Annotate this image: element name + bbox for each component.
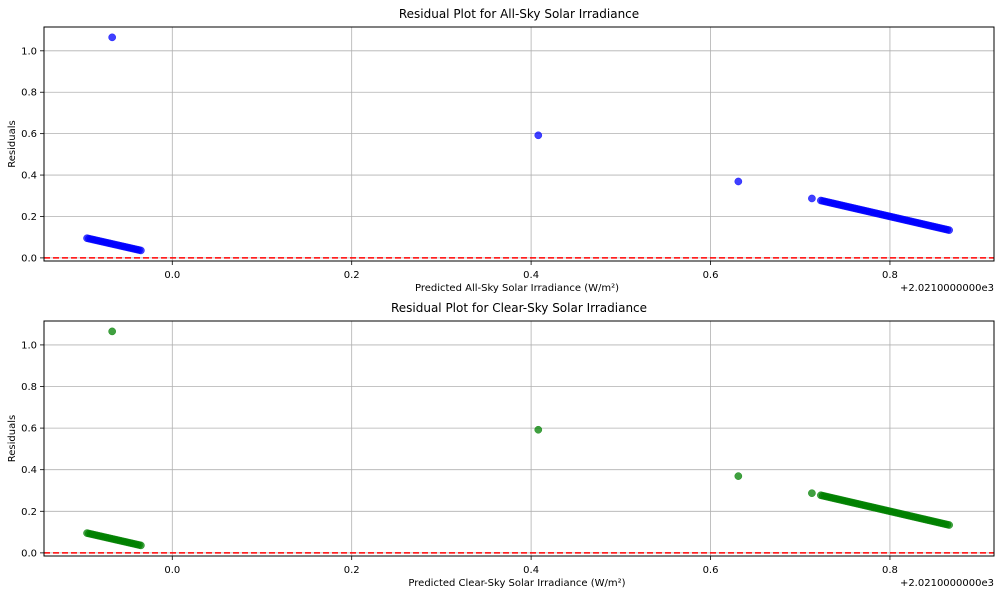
- y-tick-label: 0.8: [21, 88, 37, 99]
- y-axis-label: Residuals: [7, 415, 18, 462]
- y-tick-label: 0.0: [21, 253, 37, 264]
- y-tick-label: 0.4: [21, 465, 37, 476]
- subplot-2: 0.0 0.2 0.4 0.6 0.8 0.0 0.2 0.4 0.6 0.8 1.0 Residua…: [7, 301, 995, 589]
- x-tick-label: 0.2: [344, 565, 360, 576]
- y-tick-label: 0.2: [21, 212, 37, 223]
- chart-title: Residual Plot for All-Sky Solar Irradian…: [399, 7, 639, 21]
- data-point: [945, 521, 953, 529]
- x-offset-label: +2.0210000000e3: [900, 283, 994, 294]
- x-tick-label: 0.6: [703, 270, 719, 281]
- x-tick-label: 0.0: [164, 270, 180, 281]
- data-point: [137, 246, 145, 255]
- x-axis-label: Predicted Clear-Sky Solar Irradiance (W/…: [408, 578, 625, 589]
- data-point: [808, 194, 816, 203]
- subplot-1: 0.0 0.2 0.4 0.6 0.8 0.0 0.2 0.4 0.6 0.8 1.0 Residua…: [7, 7, 995, 294]
- axes-frame: [43, 320, 995, 557]
- data-point: [108, 327, 117, 336]
- y-tick-label: 0.6: [21, 129, 37, 140]
- x-tick-label: 0.8: [882, 270, 898, 281]
- y-tick-label: 0.6: [21, 424, 37, 435]
- data-point: [534, 425, 543, 434]
- y-tick-label: 0.0: [21, 548, 37, 559]
- data-point: [808, 489, 816, 498]
- chart-title: Residual Plot for Clear-Sky Solar Irradi…: [391, 301, 647, 315]
- x-tick-label: 0.0: [164, 565, 180, 576]
- data-point: [734, 177, 743, 186]
- x-tick-label: 0.4: [523, 270, 539, 281]
- y-tick-label: 0.8: [21, 382, 37, 393]
- x-offset-label: +2.0210000000e3: [900, 578, 994, 589]
- data-point: [734, 472, 743, 480]
- data-point: [108, 33, 117, 42]
- axes-frame: [43, 26, 995, 262]
- y-tick-label: 0.2: [21, 507, 37, 518]
- x-tick-label: 0.8: [882, 565, 898, 576]
- y-tick-label: 1.0: [21, 46, 37, 57]
- data-point: [137, 541, 145, 550]
- data-point: [534, 131, 543, 140]
- y-tick-label: 0.4: [21, 171, 37, 182]
- x-tick-label: 0.2: [344, 270, 360, 281]
- data-point: [945, 226, 953, 234]
- x-tick-label: 0.4: [523, 565, 539, 576]
- y-tick-label: 1.0: [21, 340, 37, 351]
- x-axis-label: Predicted All-Sky Solar Irradiance (W/m²…: [415, 283, 619, 294]
- x-tick-label: 0.6: [703, 565, 719, 576]
- y-axis-label: Residuals: [7, 120, 18, 167]
